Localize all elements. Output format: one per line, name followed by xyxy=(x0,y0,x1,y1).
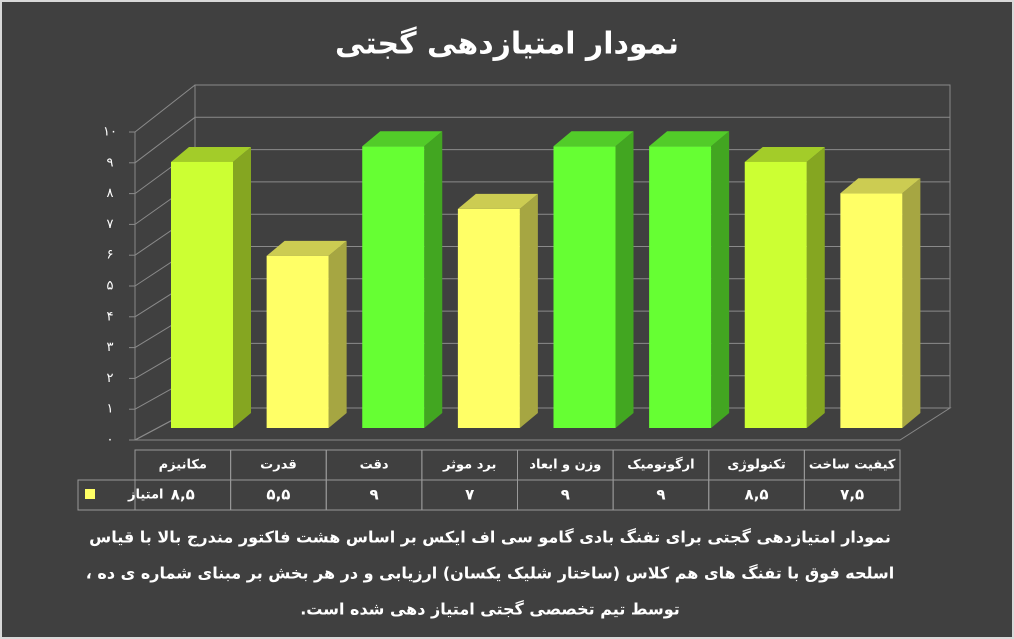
x-tick-label: دقت xyxy=(360,458,389,473)
x-tick-label: وزن و ابعاد xyxy=(529,458,601,473)
legend-label: امتیاز xyxy=(127,488,163,503)
bar xyxy=(840,193,903,428)
x-tick-label: ارگونومیک xyxy=(627,457,694,473)
value-label: ۷ xyxy=(465,486,474,504)
grid-line xyxy=(134,116,950,164)
caption-line: نمودار امتیازدهی گجتی برای تفنگ بادی گام… xyxy=(89,528,891,547)
bar xyxy=(266,255,329,428)
value-label: ۹ xyxy=(656,486,665,504)
bar-side xyxy=(519,193,538,428)
value-label: ۵,۵ xyxy=(266,486,290,504)
y-tick-label: ۶ xyxy=(107,248,114,263)
x-tick-label: تکنولوژی xyxy=(727,458,785,473)
x-tick-label: کیفیت ساخت xyxy=(809,458,896,473)
value-label: ۸,۵ xyxy=(171,486,195,504)
x-tick-label: مکانیزم xyxy=(159,458,207,473)
bar xyxy=(171,161,233,428)
bar-top xyxy=(744,146,825,162)
legend-swatch xyxy=(85,489,95,499)
bar-side xyxy=(424,131,443,429)
value-label: ۸,۵ xyxy=(745,486,769,504)
bar-top xyxy=(362,131,443,147)
bar xyxy=(744,161,807,428)
bar-top xyxy=(553,131,634,147)
y-tick-label: ۲ xyxy=(107,371,114,386)
bar-side xyxy=(328,240,347,428)
y-tick-label: ۱۰ xyxy=(103,125,117,140)
y-tick-label: ۷ xyxy=(107,217,114,232)
bar-top xyxy=(171,146,251,162)
caption-line: اسلحه فوق با تفنگ های هم کلاس (ساختار شل… xyxy=(86,564,895,583)
y-tick-label: ۵ xyxy=(107,279,114,294)
value-label: ۷,۵ xyxy=(840,486,864,504)
y-tick-label: ۱ xyxy=(107,402,114,417)
y-tick-label: ۸ xyxy=(107,186,114,201)
bar xyxy=(362,146,425,429)
y-tick-label: ۹ xyxy=(107,155,114,170)
bar-side xyxy=(233,146,251,428)
bar-top xyxy=(840,178,921,194)
bar-top xyxy=(457,193,538,209)
bar-side xyxy=(806,146,825,428)
grid-line xyxy=(134,84,950,133)
bar-side xyxy=(615,131,634,429)
bar xyxy=(457,208,520,428)
bar xyxy=(553,146,616,429)
y-tick-label: ۰ xyxy=(107,433,114,448)
x-tick-label: برد موثر xyxy=(442,458,496,473)
y-tick-label: ۳ xyxy=(107,340,114,355)
chart-title: نمودار امتیازدهی گجتی xyxy=(335,26,679,62)
bar-side xyxy=(902,178,921,428)
bar-top xyxy=(649,131,730,147)
bar-top xyxy=(266,240,347,256)
x-tick-label: قدرت xyxy=(260,458,297,473)
bar xyxy=(649,146,712,429)
value-label: ۹ xyxy=(561,486,570,504)
value-label: ۹ xyxy=(369,486,378,504)
caption-line: توسط تیم تخصصی گجتی امتیاز دهی شده است. xyxy=(300,600,680,619)
y-tick-label: ۴ xyxy=(107,309,114,324)
bar-side xyxy=(711,131,730,429)
